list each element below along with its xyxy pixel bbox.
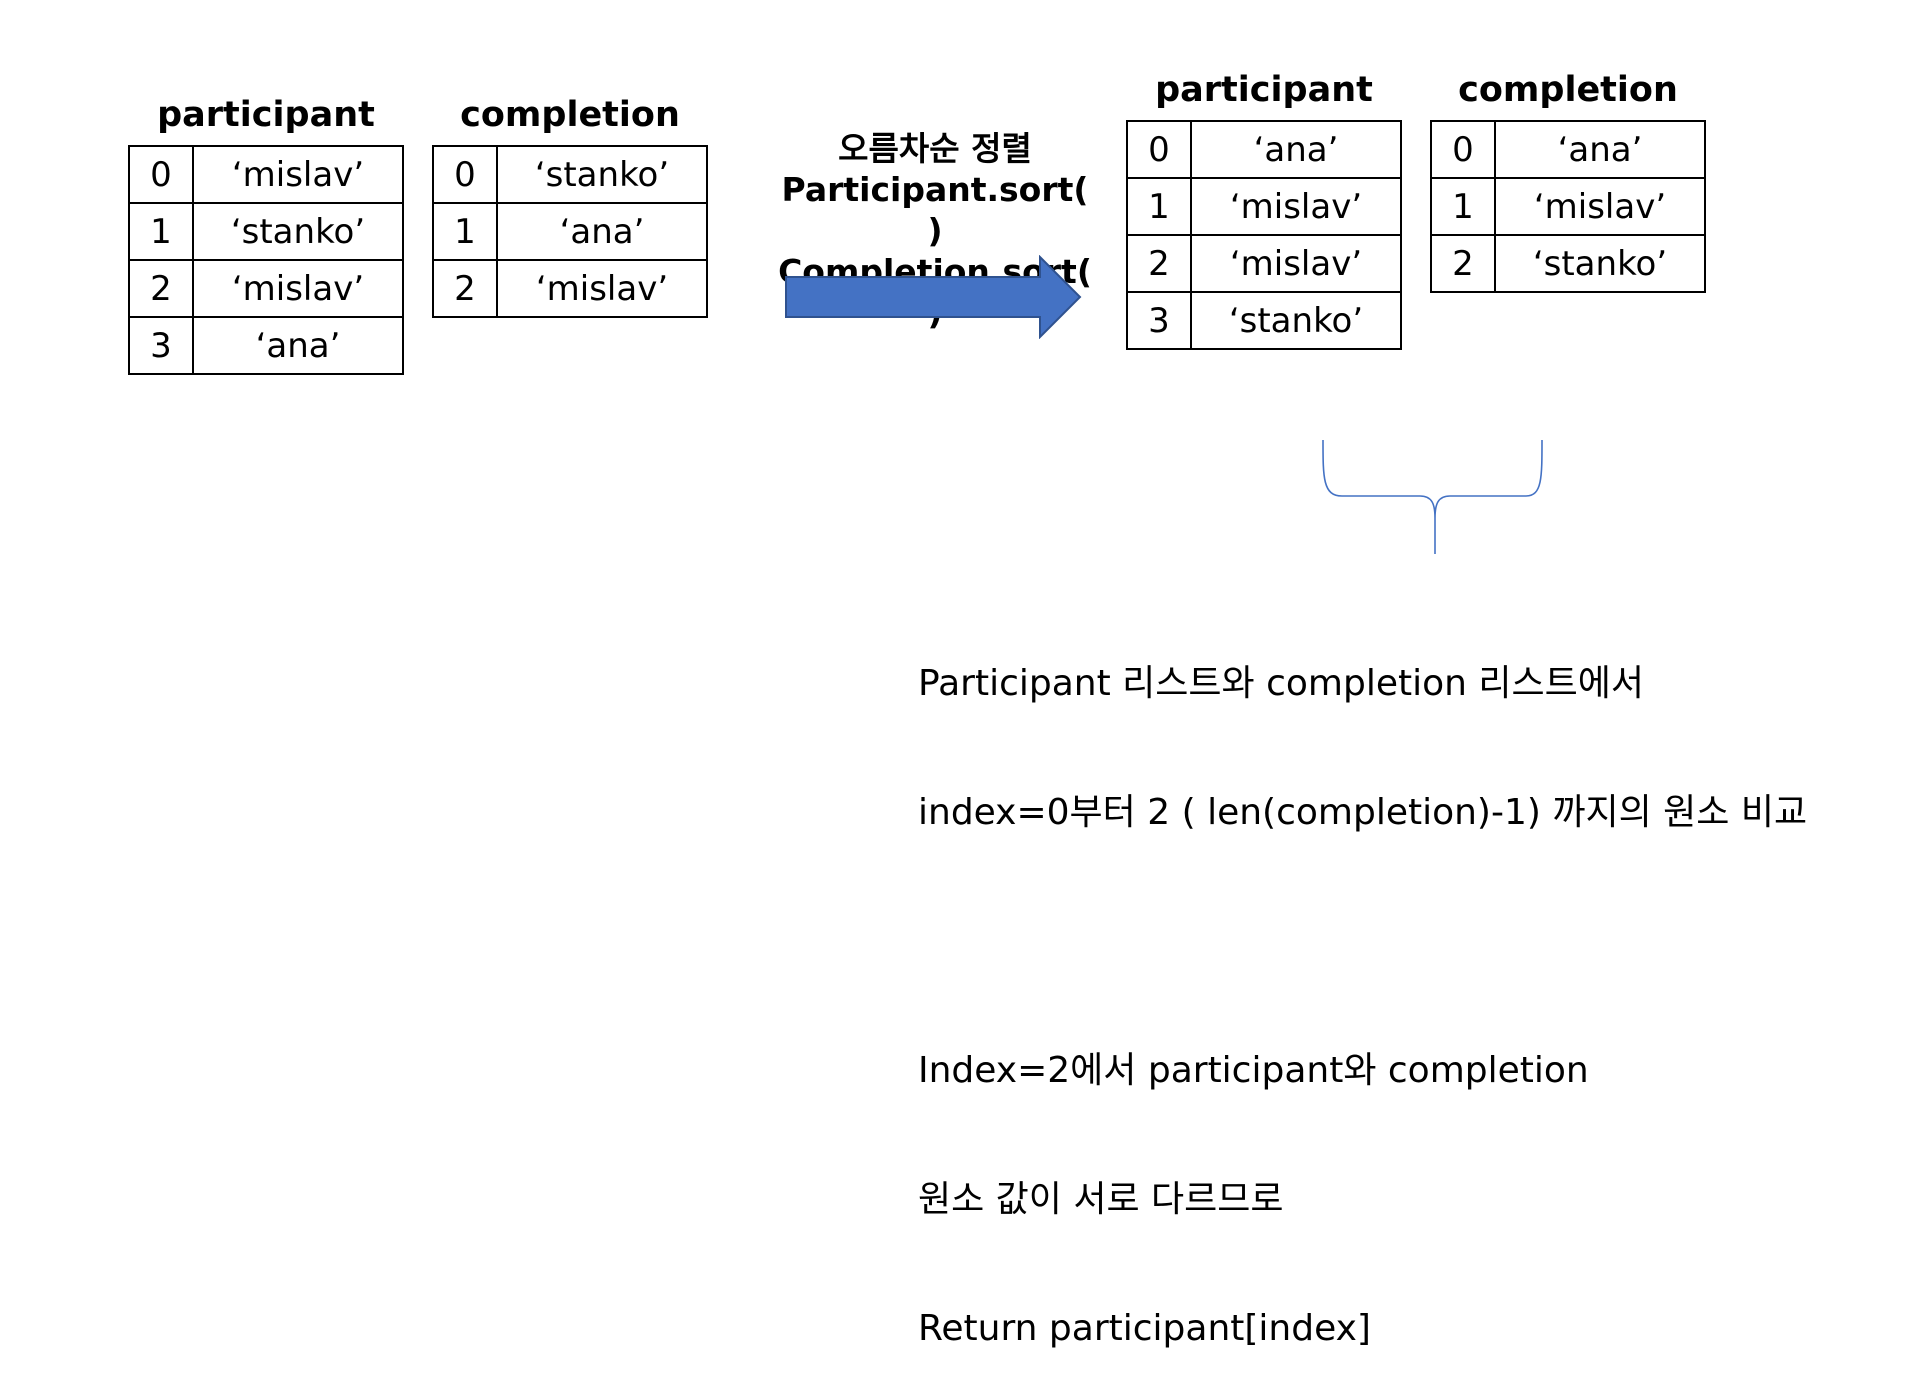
value-cell: ‘mislav’ (192, 145, 404, 204)
explanation-line: 원소 값이 서로 다르므로 (918, 1179, 1284, 1220)
table-row: 1 ‘mislav’ (1126, 177, 1402, 236)
before-completion-table: completion 0 ‘stanko’ 1 ‘ana’ 2 ‘mislav’ (432, 95, 708, 335)
index-cell: 1 (1126, 177, 1192, 236)
index-cell: 2 (128, 259, 194, 318)
value-cell: ‘stanko’ (496, 145, 708, 204)
table-row: 2 ‘mislav’ (1126, 234, 1402, 293)
index-cell: 1 (432, 202, 498, 261)
index-cell: 0 (432, 145, 498, 204)
explanation-line: Participant 리스트와 completion 리스트에서 (918, 663, 1644, 704)
before-participant-table: participant 0 ‘mislav’ 1 ‘stanko’ 2 ‘mislav… (128, 95, 404, 385)
value-cell: ‘mislav’ (1190, 177, 1402, 236)
table-row: 3 ‘ana’ (128, 316, 404, 375)
table-row: 1 ‘stanko’ (128, 202, 404, 261)
array-table: 0 ‘mislav’ 1 ‘stanko’ 2 ‘mislav’ 3 ‘ana’ (128, 145, 404, 375)
table-row: 0 ‘stanko’ (432, 145, 708, 204)
table-row: 3 ‘stanko’ (1126, 291, 1402, 350)
explanation-text: Participant 리스트와 completion 리스트에서 index=… (918, 576, 1807, 1393)
index-cell: 2 (1126, 234, 1192, 293)
value-cell: ‘mislav’ (192, 259, 404, 318)
table-row: 2 ‘stanko’ (1430, 234, 1706, 293)
after-participant-table: participant 0 ‘ana’ 1 ‘mislav’ 2 ‘mislav’ 3… (1126, 70, 1402, 360)
table-row: 1 ‘ana’ (432, 202, 708, 261)
value-cell: ‘ana’ (496, 202, 708, 261)
array-table: 0 ‘ana’ 1 ‘mislav’ 2 ‘mislav’ 3 ‘stanko’ (1126, 120, 1402, 350)
explanation-line: Return participant[index] (918, 1308, 1371, 1349)
index-cell: 2 (432, 259, 498, 318)
value-cell: ‘mislav’ (1190, 234, 1402, 293)
array-table: 0 ‘stanko’ 1 ‘ana’ 2 ‘mislav’ (432, 145, 708, 318)
value-cell: ‘mislav’ (496, 259, 708, 318)
index-cell: 1 (1430, 177, 1496, 236)
sort-caption-participant: Participant.sort( ) (781, 170, 1089, 250)
index-cell: 3 (1126, 291, 1192, 350)
value-cell: ‘stanko’ (192, 202, 404, 261)
index-cell: 1 (128, 202, 194, 261)
value-cell: ‘mislav’ (1494, 177, 1706, 236)
index-cell: 0 (1126, 120, 1192, 179)
table-row: 2 ‘mislav’ (432, 259, 708, 318)
array-table: 0 ‘ana’ 1 ‘mislav’ 2 ‘stanko’ (1430, 120, 1706, 293)
table-row: 2 ‘mislav’ (128, 259, 404, 318)
table-title: completion (460, 95, 680, 135)
curly-brace-icon (1322, 439, 1543, 554)
value-cell: ‘stanko’ (1190, 291, 1402, 350)
table-row: 0 ‘mislav’ (128, 145, 404, 204)
index-cell: 0 (1430, 120, 1496, 179)
explanation-line: Index=2에서 participant와 completion (918, 1050, 1589, 1091)
table-title: participant (157, 95, 375, 135)
index-cell: 0 (128, 145, 194, 204)
index-cell: 3 (128, 316, 194, 375)
explanation-line: index=0부터 2 ( len(completion)-1) 까지의 원소 … (918, 792, 1808, 833)
after-completion-table: completion 0 ‘ana’ 1 ‘mislav’ 2 ‘stanko’ (1430, 70, 1706, 310)
value-cell: ‘ana’ (1494, 120, 1706, 179)
right-arrow-icon (785, 255, 1082, 339)
table-row: 1 ‘mislav’ (1430, 177, 1706, 236)
value-cell: ‘ana’ (1190, 120, 1402, 179)
table-title: completion (1458, 70, 1678, 110)
index-cell: 2 (1430, 234, 1496, 293)
explanation-spacer (918, 920, 1807, 963)
table-row: 0 ‘ana’ (1430, 120, 1706, 179)
value-cell: ‘ana’ (192, 316, 404, 375)
value-cell: ‘stanko’ (1494, 234, 1706, 293)
sort-caption-title: 오름차순 정렬 (838, 129, 1032, 168)
table-title: participant (1155, 70, 1373, 110)
table-row: 0 ‘ana’ (1126, 120, 1402, 179)
